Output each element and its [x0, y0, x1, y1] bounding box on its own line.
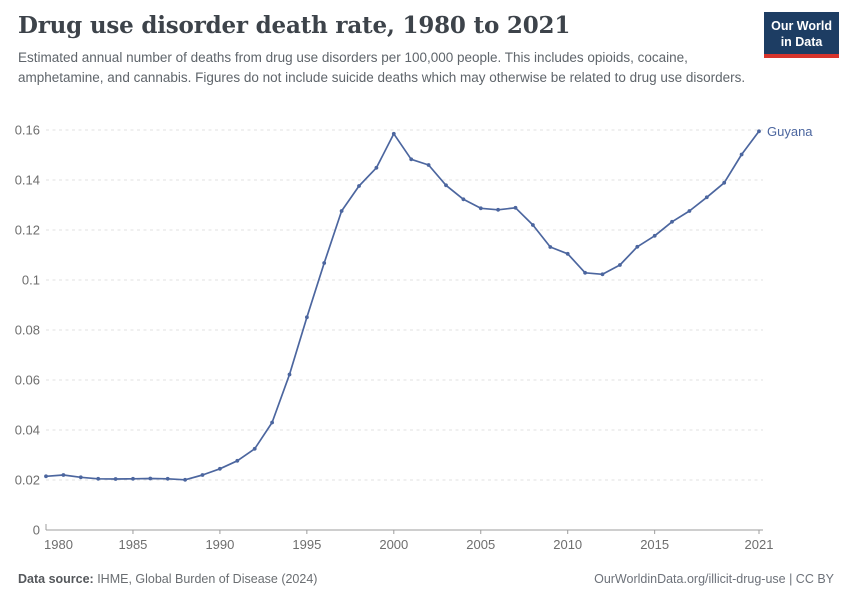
owid-logo[interactable]: Our World in Data	[764, 12, 839, 58]
data-point[interactable]	[426, 163, 431, 167]
data-point[interactable]	[200, 473, 205, 477]
y-axis-tick-label: 0.06	[15, 373, 40, 388]
y-axis-tick-label: 0.02	[15, 473, 40, 488]
x-axis-tick-label: 1980	[44, 537, 73, 552]
data-point[interactable]	[409, 157, 414, 162]
data-point[interactable]	[600, 272, 605, 277]
chart-footer: Data source: IHME, Global Burden of Dise…	[18, 572, 834, 586]
data-point[interactable]	[252, 446, 257, 451]
x-axis-tick-label: 2000	[379, 537, 408, 552]
data-point[interactable]	[565, 251, 570, 256]
data-point[interactable]	[548, 245, 553, 249]
data-source: Data source: IHME, Global Burden of Dise…	[18, 572, 317, 586]
x-axis-tick-label: 2005	[466, 537, 495, 552]
y-axis-tick-label: 0	[33, 523, 40, 538]
x-axis-tick-label: 2021	[745, 537, 774, 552]
data-point[interactable]	[513, 205, 518, 210]
data-point[interactable]	[478, 206, 483, 211]
y-axis-tick-label: 0.14	[15, 173, 40, 188]
data-point[interactable]	[757, 129, 761, 134]
y-axis-tick-label: 0.16	[15, 123, 40, 138]
x-axis-tick-label: 2010	[553, 537, 582, 552]
data-point[interactable]	[183, 477, 188, 482]
data-point[interactable]	[531, 223, 535, 227]
data-point[interactable]	[305, 315, 309, 320]
logo-text-line2: in Data	[780, 35, 823, 49]
data-point[interactable]	[270, 420, 274, 425]
data-point[interactable]	[287, 372, 292, 377]
x-axis-tick-label: 1995	[292, 537, 321, 552]
data-point[interactable]	[218, 466, 222, 471]
line-chart-canvas: 0 0.02 0.04 0.06 0.08 0.1 0.12 0.14 0.16 1980 1985…	[15, 123, 814, 553]
x-axis-tick-label: 1985	[118, 537, 147, 552]
data-point[interactable]	[235, 458, 240, 463]
data-point[interactable]	[322, 261, 327, 265]
y-axis-tick-label: 0.04	[15, 423, 40, 438]
series-label-guyana[interactable]: Guyana	[767, 124, 813, 139]
data-point[interactable]	[652, 233, 657, 238]
chart-subtitle: Estimated annual number of deaths from d…	[18, 50, 746, 85]
data-point[interactable]	[618, 263, 622, 267]
y-axis-tick-label: 0.08	[15, 323, 40, 338]
data-point[interactable]	[357, 184, 361, 188]
chart-header: Drug use disorder death rate, 1980 to 20…	[18, 12, 760, 87]
data-point[interactable]	[444, 183, 448, 188]
footer-license-link[interactable]: OurWorldinData.org/illicit-drug-use | CC…	[594, 572, 834, 586]
data-point[interactable]	[131, 476, 135, 481]
data-point[interactable]	[583, 270, 587, 275]
y-axis-tick-label: 0.12	[15, 223, 40, 238]
data-point[interactable]	[687, 209, 692, 213]
data-point[interactable]	[96, 476, 101, 481]
data-source-label: Data source:	[18, 572, 94, 586]
page-title: Drug use disorder death rate, 1980 to 20…	[18, 12, 571, 39]
data-point[interactable]	[165, 476, 170, 481]
data-point[interactable]	[739, 152, 744, 157]
x-axis-tick-label: 2015	[640, 537, 669, 552]
data-point[interactable]	[78, 475, 83, 480]
y-axis-tick-label: 0.1	[22, 273, 40, 288]
data-point[interactable]	[113, 477, 118, 481]
data-point[interactable]	[61, 473, 66, 477]
logo-text-line1: Our World	[771, 19, 832, 33]
data-point[interactable]	[635, 244, 640, 249]
data-point[interactable]	[339, 209, 344, 213]
data-point[interactable]	[461, 197, 466, 202]
data-point[interactable]	[44, 474, 48, 479]
data-point[interactable]	[670, 219, 674, 224]
data-point[interactable]	[391, 131, 396, 136]
data-point[interactable]	[722, 180, 727, 185]
x-axis-tick-label: 1990	[205, 537, 234, 552]
data-point[interactable]	[148, 476, 153, 481]
series-line-guyana[interactable]	[45, 130, 760, 481]
data-point[interactable]	[374, 165, 379, 170]
data-source-text: IHME, Global Burden of Disease (2024)	[93, 572, 318, 586]
data-point[interactable]	[496, 207, 500, 212]
data-point[interactable]	[704, 195, 709, 200]
